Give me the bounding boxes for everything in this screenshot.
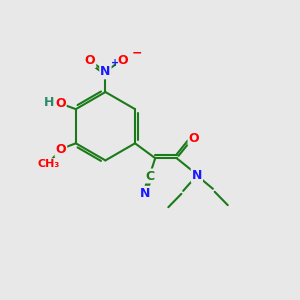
Text: +: + (111, 58, 119, 68)
Text: N: N (192, 169, 202, 182)
Text: O: O (117, 54, 128, 67)
Text: CH₃: CH₃ (37, 159, 60, 169)
Text: O: O (55, 97, 66, 110)
Text: O: O (85, 54, 95, 67)
Text: H: H (44, 96, 54, 109)
Text: N: N (100, 65, 111, 78)
Text: O: O (189, 132, 199, 145)
Text: C: C (145, 169, 154, 182)
Text: N: N (140, 187, 151, 200)
Text: −: − (132, 47, 143, 60)
Text: O: O (56, 143, 66, 156)
